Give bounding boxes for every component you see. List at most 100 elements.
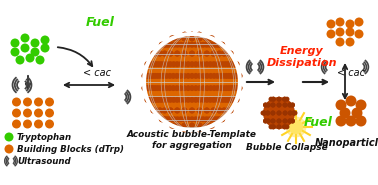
Circle shape (142, 85, 148, 91)
Circle shape (266, 119, 271, 124)
Circle shape (157, 107, 163, 113)
Circle shape (235, 73, 241, 79)
Circle shape (189, 51, 195, 57)
Circle shape (216, 42, 222, 48)
Text: Nanoparticles: Nanoparticles (315, 138, 378, 148)
Circle shape (189, 51, 195, 57)
Circle shape (234, 85, 240, 91)
Circle shape (196, 126, 202, 132)
Circle shape (204, 51, 210, 57)
Circle shape (228, 51, 234, 57)
Circle shape (141, 73, 147, 79)
Circle shape (208, 123, 214, 129)
Circle shape (169, 35, 175, 41)
Circle shape (170, 85, 176, 91)
Circle shape (211, 107, 217, 113)
Circle shape (189, 116, 195, 122)
Circle shape (203, 35, 209, 41)
Circle shape (31, 48, 39, 56)
Circle shape (152, 85, 158, 91)
Circle shape (146, 85, 152, 91)
Circle shape (265, 110, 270, 115)
Circle shape (160, 73, 166, 79)
Circle shape (156, 97, 161, 103)
Circle shape (159, 116, 165, 122)
Circle shape (170, 123, 177, 129)
Circle shape (223, 85, 229, 91)
Circle shape (174, 107, 180, 113)
Circle shape (270, 110, 276, 115)
Circle shape (290, 119, 295, 124)
Circle shape (271, 119, 276, 124)
Circle shape (230, 85, 236, 91)
Circle shape (270, 110, 276, 115)
Circle shape (211, 61, 217, 67)
Circle shape (345, 28, 355, 36)
Circle shape (167, 97, 173, 103)
Circle shape (216, 107, 222, 113)
Circle shape (164, 61, 170, 67)
Circle shape (282, 124, 287, 129)
Circle shape (228, 85, 234, 91)
Circle shape (215, 116, 220, 122)
Circle shape (158, 97, 164, 103)
Circle shape (230, 97, 236, 103)
Circle shape (189, 61, 195, 67)
Circle shape (200, 85, 206, 91)
Circle shape (200, 61, 206, 67)
Circle shape (164, 73, 170, 79)
Circle shape (5, 132, 14, 142)
Text: Acoustic bubble-Template
for aggregation: Acoustic bubble-Template for aggregation (127, 130, 257, 150)
Circle shape (217, 61, 223, 67)
Circle shape (271, 102, 276, 107)
Circle shape (193, 61, 199, 67)
Circle shape (266, 102, 271, 107)
Circle shape (263, 97, 295, 129)
Circle shape (153, 61, 159, 67)
Circle shape (151, 51, 157, 57)
Circle shape (200, 116, 206, 122)
Circle shape (153, 107, 159, 113)
Circle shape (159, 42, 165, 48)
Circle shape (276, 119, 282, 124)
Circle shape (11, 48, 20, 56)
Circle shape (327, 19, 336, 28)
Circle shape (12, 108, 21, 117)
Circle shape (339, 107, 350, 119)
Circle shape (282, 102, 288, 107)
Circle shape (283, 110, 288, 115)
Circle shape (208, 61, 213, 67)
Circle shape (291, 110, 296, 115)
Circle shape (189, 35, 195, 41)
Circle shape (287, 119, 292, 124)
Circle shape (203, 35, 209, 41)
Text: Bubble Collapse: Bubble Collapse (246, 142, 328, 152)
Circle shape (153, 97, 159, 103)
Circle shape (227, 107, 233, 113)
Circle shape (151, 51, 157, 57)
Circle shape (170, 35, 177, 41)
Text: Fuel: Fuel (304, 117, 332, 130)
Circle shape (162, 107, 168, 113)
Circle shape (229, 97, 235, 103)
Circle shape (226, 85, 232, 91)
Circle shape (143, 85, 148, 91)
Circle shape (189, 107, 195, 113)
Circle shape (263, 119, 268, 124)
Circle shape (221, 107, 227, 113)
Circle shape (214, 61, 220, 67)
Circle shape (222, 61, 228, 67)
Circle shape (345, 38, 355, 46)
Circle shape (189, 42, 195, 48)
Circle shape (208, 97, 213, 103)
Circle shape (181, 51, 187, 57)
Circle shape (211, 85, 217, 91)
Circle shape (237, 85, 243, 91)
Circle shape (260, 110, 265, 115)
Circle shape (355, 29, 364, 38)
Circle shape (204, 97, 210, 103)
Circle shape (200, 73, 206, 79)
Circle shape (34, 108, 43, 117)
Circle shape (286, 117, 307, 137)
Circle shape (148, 61, 153, 67)
